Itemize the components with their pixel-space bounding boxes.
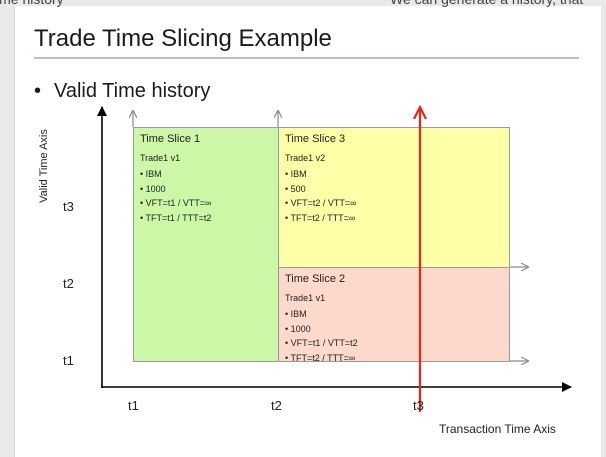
slice-attributes: IBM 1000 VFT=t1 / VTT=∞ TFT=t1 / TTT=t2	[140, 167, 212, 225]
slice-attribute: TFT=t2 / TTT=∞	[285, 211, 357, 226]
slice-attribute: IBM	[285, 307, 358, 322]
slice-attribute: 1000	[140, 182, 212, 197]
x-tick-t2: t2	[271, 398, 282, 413]
slice-attributes: IBM 1000 VFT=t1 / VTT=t2 TFT=t2 / TTT=∞	[285, 307, 358, 365]
y-tick-t1: t1	[63, 353, 74, 368]
x-tick-t3: t3	[413, 398, 424, 413]
bullet-text: Valid Time history	[54, 80, 211, 102]
slice-attribute: VFT=t1 / VTT=t2	[285, 336, 358, 351]
slice-attribute: IBM	[140, 167, 212, 182]
y-axis-label: Valid Time Axis	[38, 129, 50, 203]
slice-attribute: VFT=t2 / VTT=∞	[285, 196, 357, 211]
slice-attributes: IBM 500 VFT=t2 / VTT=∞ TFT=t2 / TTT=∞	[285, 167, 357, 225]
slice-attribute: 1000	[285, 322, 358, 337]
title-underline	[34, 57, 579, 59]
x-axis-label: Transaction Time Axis	[439, 422, 556, 436]
slice-title: Time Slice 1	[140, 133, 201, 145]
slice-trade: Trade1 v1	[285, 293, 326, 303]
slice-attribute: IBM	[285, 167, 357, 182]
previous-slide-text-fragment: ime history	[0, 0, 64, 7]
time-slice-3: Time Slice 3 Trade1 v2 IBM 500 VFT=t2 / …	[278, 127, 510, 268]
slice-trade: Trade1 v1	[140, 153, 181, 163]
slice-attribute: TFT=t2 / TTT=∞	[285, 351, 358, 366]
slice-title: Time Slice 3	[285, 133, 346, 145]
y-tick-t3: t3	[63, 199, 74, 214]
slice-trade: Trade1 v2	[285, 153, 326, 163]
y-tick-t2: t2	[63, 276, 74, 291]
time-slice-2: Time Slice 2 Trade1 v1 IBM 1000 VFT=t1 /…	[278, 267, 510, 365]
slice-title: Time Slice 2	[285, 273, 346, 285]
slice-attribute: VFT=t1 / VTT=∞	[140, 196, 212, 211]
slice-attribute: TFT=t1 / TTT=t2	[140, 211, 212, 226]
time-slice-1: Time Slice 1 Trade1 v1 IBM 1000 VFT=t1 /…	[133, 127, 279, 362]
next-slide-text-fragment: We can generate a history, that	[390, 0, 583, 7]
x-tick-t1: t1	[128, 398, 139, 413]
bullet-marker: •	[34, 80, 42, 102]
slide-title: Trade Time Slicing Example	[34, 25, 332, 52]
slice-attribute: 500	[285, 182, 357, 197]
